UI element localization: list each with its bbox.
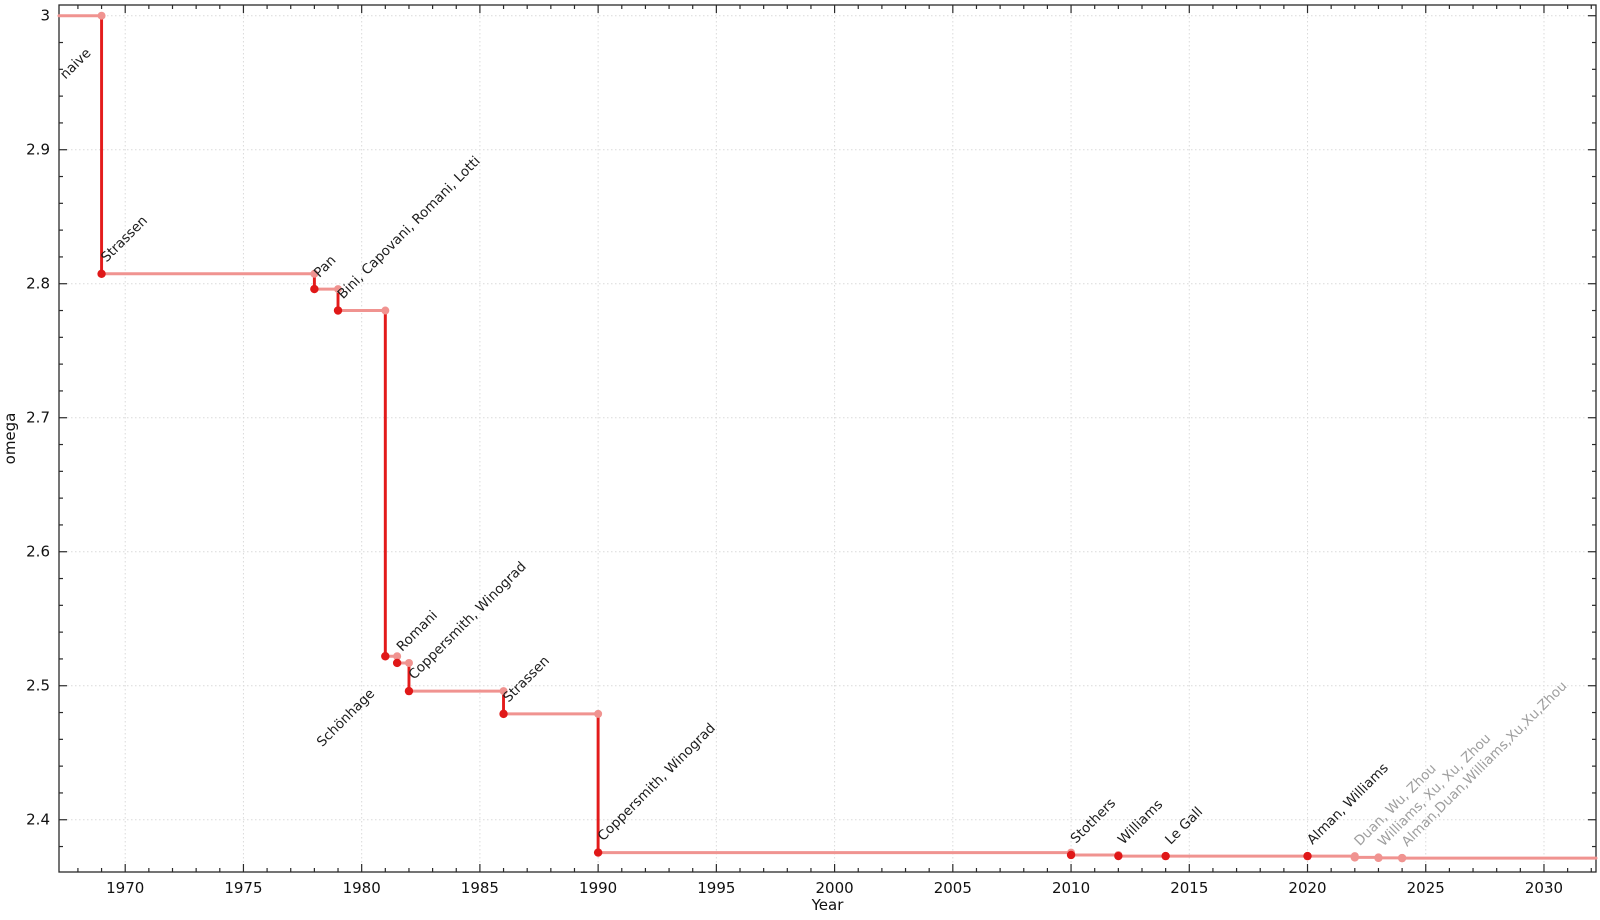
x-tick-label: 1975: [224, 879, 262, 897]
y-tick-label: 2.4: [26, 811, 50, 829]
x-axis-title: Year: [811, 896, 845, 914]
x-tick-label: 2030: [1525, 879, 1563, 897]
corner-point: [381, 306, 390, 315]
axis-ticks: [59, 5, 1596, 872]
x-tick-label: 1990: [579, 879, 617, 897]
milestone-point-alman-duan-williams-xu-xu-zhou: [1397, 853, 1407, 863]
corner-point: [393, 652, 402, 661]
x-tick-label: 2010: [1052, 879, 1090, 897]
milestone-point-duan-wu-zhou: [1350, 853, 1360, 862]
grid-lines: [59, 5, 1596, 872]
corner-point: [97, 11, 106, 20]
corner-point: [594, 709, 603, 718]
x-tick-label: 1985: [461, 879, 499, 897]
x-tick-label: 2020: [1288, 879, 1326, 897]
milestone-point-williams-xu-xu-zhou: [1374, 853, 1383, 863]
y-tick-label: 2.6: [26, 543, 50, 561]
y-tick-label: 3: [40, 7, 50, 25]
milestone-point-bini-capovani-romani-lotti: [333, 306, 343, 315]
x-tick-label: 2000: [816, 879, 854, 897]
tick-labels: 1970 1975 1980 1985 1990 1995 2000 2005 2010 2015…: [26, 7, 1563, 897]
y-tick-label: 2.7: [26, 409, 50, 427]
x-tick-label: 2015: [1170, 879, 1208, 897]
x-tick-label: 2005: [934, 879, 972, 897]
y-tick-label: 2.9: [26, 141, 50, 159]
milestone-point-strassen: [97, 269, 106, 279]
x-tick-label: 1980: [343, 879, 381, 897]
y-tick-label: 2.8: [26, 275, 50, 293]
plot-frame: [58, 4, 1597, 873]
x-tick-label: 1970: [106, 879, 144, 897]
milestone-points: [97, 269, 1407, 863]
milestone-point-pan: [310, 284, 319, 294]
milestone-point-stothers: [1066, 850, 1076, 860]
x-tick-label: 1995: [697, 879, 735, 897]
milestone-point-williams: [1114, 851, 1123, 861]
x-tick-label: 2025: [1407, 879, 1445, 897]
corner-point: [310, 269, 319, 278]
milestone-point-coppersmith-winograd: [404, 686, 414, 696]
milestone-point-alman-williams: [1303, 851, 1312, 861]
y-tick-label: 2.5: [26, 677, 50, 695]
corner-point: [404, 658, 413, 667]
y-axis-title: omega: [1, 413, 19, 465]
milestone-point-coppersmith-winograd: [593, 848, 603, 857]
milestone-point-romani: [392, 658, 402, 668]
corner-point: [499, 687, 508, 696]
milestone-point-le-gall: [1161, 851, 1170, 861]
milestone-point-sch-nhage: [381, 652, 390, 661]
corner-point: [334, 285, 343, 294]
milestone-point-strassen: [499, 709, 508, 719]
